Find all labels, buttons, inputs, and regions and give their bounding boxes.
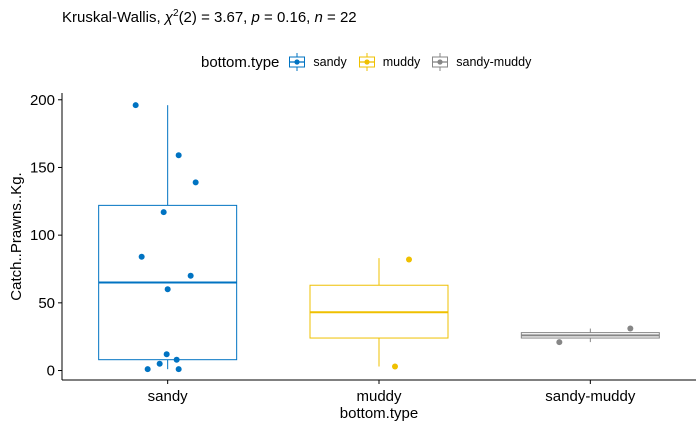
y-tick-label: 100 xyxy=(30,227,55,244)
y-axis-title: Catch..Prawns..Kg. xyxy=(8,172,25,300)
data-point xyxy=(138,253,145,260)
legend-items: sandy muddy sandy-muddy xyxy=(287,52,541,72)
x-axis-title: bottom.type xyxy=(340,405,418,422)
chi-symbol: χ xyxy=(164,9,173,26)
n-value: = 22 xyxy=(322,9,357,26)
data-point xyxy=(187,272,194,279)
box-sandy xyxy=(98,102,238,373)
stat-prefix: Kruskal-Wallis, xyxy=(62,9,165,26)
y-tick-label: 150 xyxy=(30,159,55,176)
n-symbol: n xyxy=(314,9,323,26)
legend-label: muddy xyxy=(382,55,421,69)
legend-title: bottom.type xyxy=(201,53,280,71)
y-tick-label: 0 xyxy=(47,363,55,380)
data-point xyxy=(192,179,199,186)
data-point xyxy=(164,286,171,293)
data-point xyxy=(160,209,167,216)
data-point xyxy=(173,356,180,363)
data-point xyxy=(406,256,412,263)
legend: bottom.type sandy muddy sandy-muddy xyxy=(201,51,541,73)
stat-test-title: Kruskal-Wallis, χ2(2) = 3.67, p = 0.16, … xyxy=(62,8,357,26)
x-tick-label: muddy xyxy=(356,388,402,405)
box-sandy-muddy xyxy=(520,325,660,346)
data-point xyxy=(627,325,634,332)
chi-superscript: 2 xyxy=(173,8,179,19)
data-point xyxy=(175,366,182,373)
legend-label: sandy-muddy xyxy=(456,55,532,69)
box-muddy xyxy=(309,256,449,370)
data-point xyxy=(175,152,182,159)
df-and-stat: (2) = 3.67, xyxy=(178,9,252,26)
legend-key-icon xyxy=(358,53,375,71)
legend-label: sandy xyxy=(313,55,347,69)
legend-key-icon xyxy=(289,53,306,71)
x-tick-label: sandy-muddy xyxy=(545,388,636,405)
legend-item-sandy: sandy xyxy=(287,52,347,72)
legend-item-sandy-muddy: sandy-muddy xyxy=(430,52,531,72)
p-symbol: p xyxy=(251,9,260,26)
data-point xyxy=(392,363,398,370)
data-point xyxy=(144,366,151,373)
y-tick-label: 200 xyxy=(30,92,55,109)
legend-key-icon xyxy=(432,53,449,71)
data-point xyxy=(156,360,163,367)
x-tick-label: sandy xyxy=(148,388,189,405)
p-value: = 0.16, xyxy=(259,9,315,26)
y-tick-label: 50 xyxy=(38,295,55,312)
data-point xyxy=(132,102,139,109)
legend-item-muddy: muddy xyxy=(357,52,421,72)
data-point xyxy=(556,339,563,346)
data-point xyxy=(163,351,170,358)
